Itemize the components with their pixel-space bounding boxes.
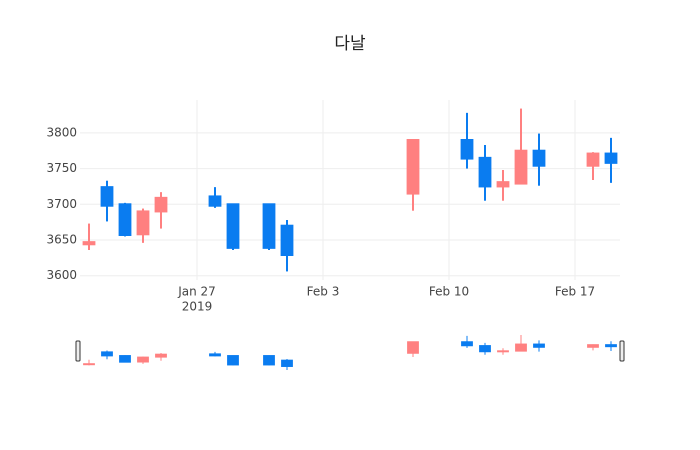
y-tick-label: 3750: [46, 161, 77, 175]
x-year-label: 2019: [182, 300, 213, 314]
range-slider[interactable]: [75, 335, 625, 370]
candle-body: [532, 149, 546, 167]
candle-body: [587, 344, 599, 348]
candle-body: [280, 224, 294, 256]
candle-body: [209, 353, 221, 357]
candle-body: [263, 355, 275, 366]
candle-body: [461, 341, 473, 347]
candle-body: [479, 345, 491, 353]
x-tick-label: Feb 3: [307, 285, 340, 299]
candle-body: [137, 356, 149, 363]
candle-body: [533, 343, 545, 348]
range-handle[interactable]: [619, 340, 625, 362]
candle-body: [83, 363, 95, 366]
candle-body: [208, 195, 222, 207]
candle-body: [281, 359, 293, 367]
x-tick-label: Jan 27: [177, 285, 216, 299]
candle-body: [100, 186, 114, 207]
candle-body: [496, 181, 510, 188]
candle-body: [227, 355, 239, 366]
candle-body: [119, 355, 131, 363]
candle-body: [101, 351, 113, 357]
y-tick-label: 3700: [46, 197, 77, 211]
candle-body: [407, 341, 419, 354]
y-tick-label: 3800: [46, 125, 77, 139]
y-tick-label: 3650: [46, 233, 77, 247]
plot-area: [82, 108, 618, 272]
x-tick-label: Feb 17: [555, 285, 595, 299]
range-handle[interactable]: [75, 340, 81, 362]
candle-body: [406, 139, 420, 195]
candle-body: [155, 353, 167, 358]
candle-body: [605, 344, 617, 348]
candle-body: [604, 152, 618, 164]
x-tick-label: Feb 10: [429, 285, 469, 299]
candle-body: [118, 203, 132, 237]
candle-body: [226, 203, 240, 249]
candle-body: [154, 196, 168, 213]
candle-body: [514, 149, 528, 185]
candle-body: [82, 241, 96, 246]
candle-body: [136, 210, 150, 236]
candle-body: [262, 203, 276, 249]
candle-body: [478, 156, 492, 188]
chart-title: 다날: [334, 34, 366, 54]
y-tick-label: 3600: [46, 268, 77, 282]
candle-body: [460, 139, 474, 160]
candle-body: [515, 343, 527, 352]
candle-body: [586, 152, 600, 167]
candle-body: [497, 350, 509, 353]
